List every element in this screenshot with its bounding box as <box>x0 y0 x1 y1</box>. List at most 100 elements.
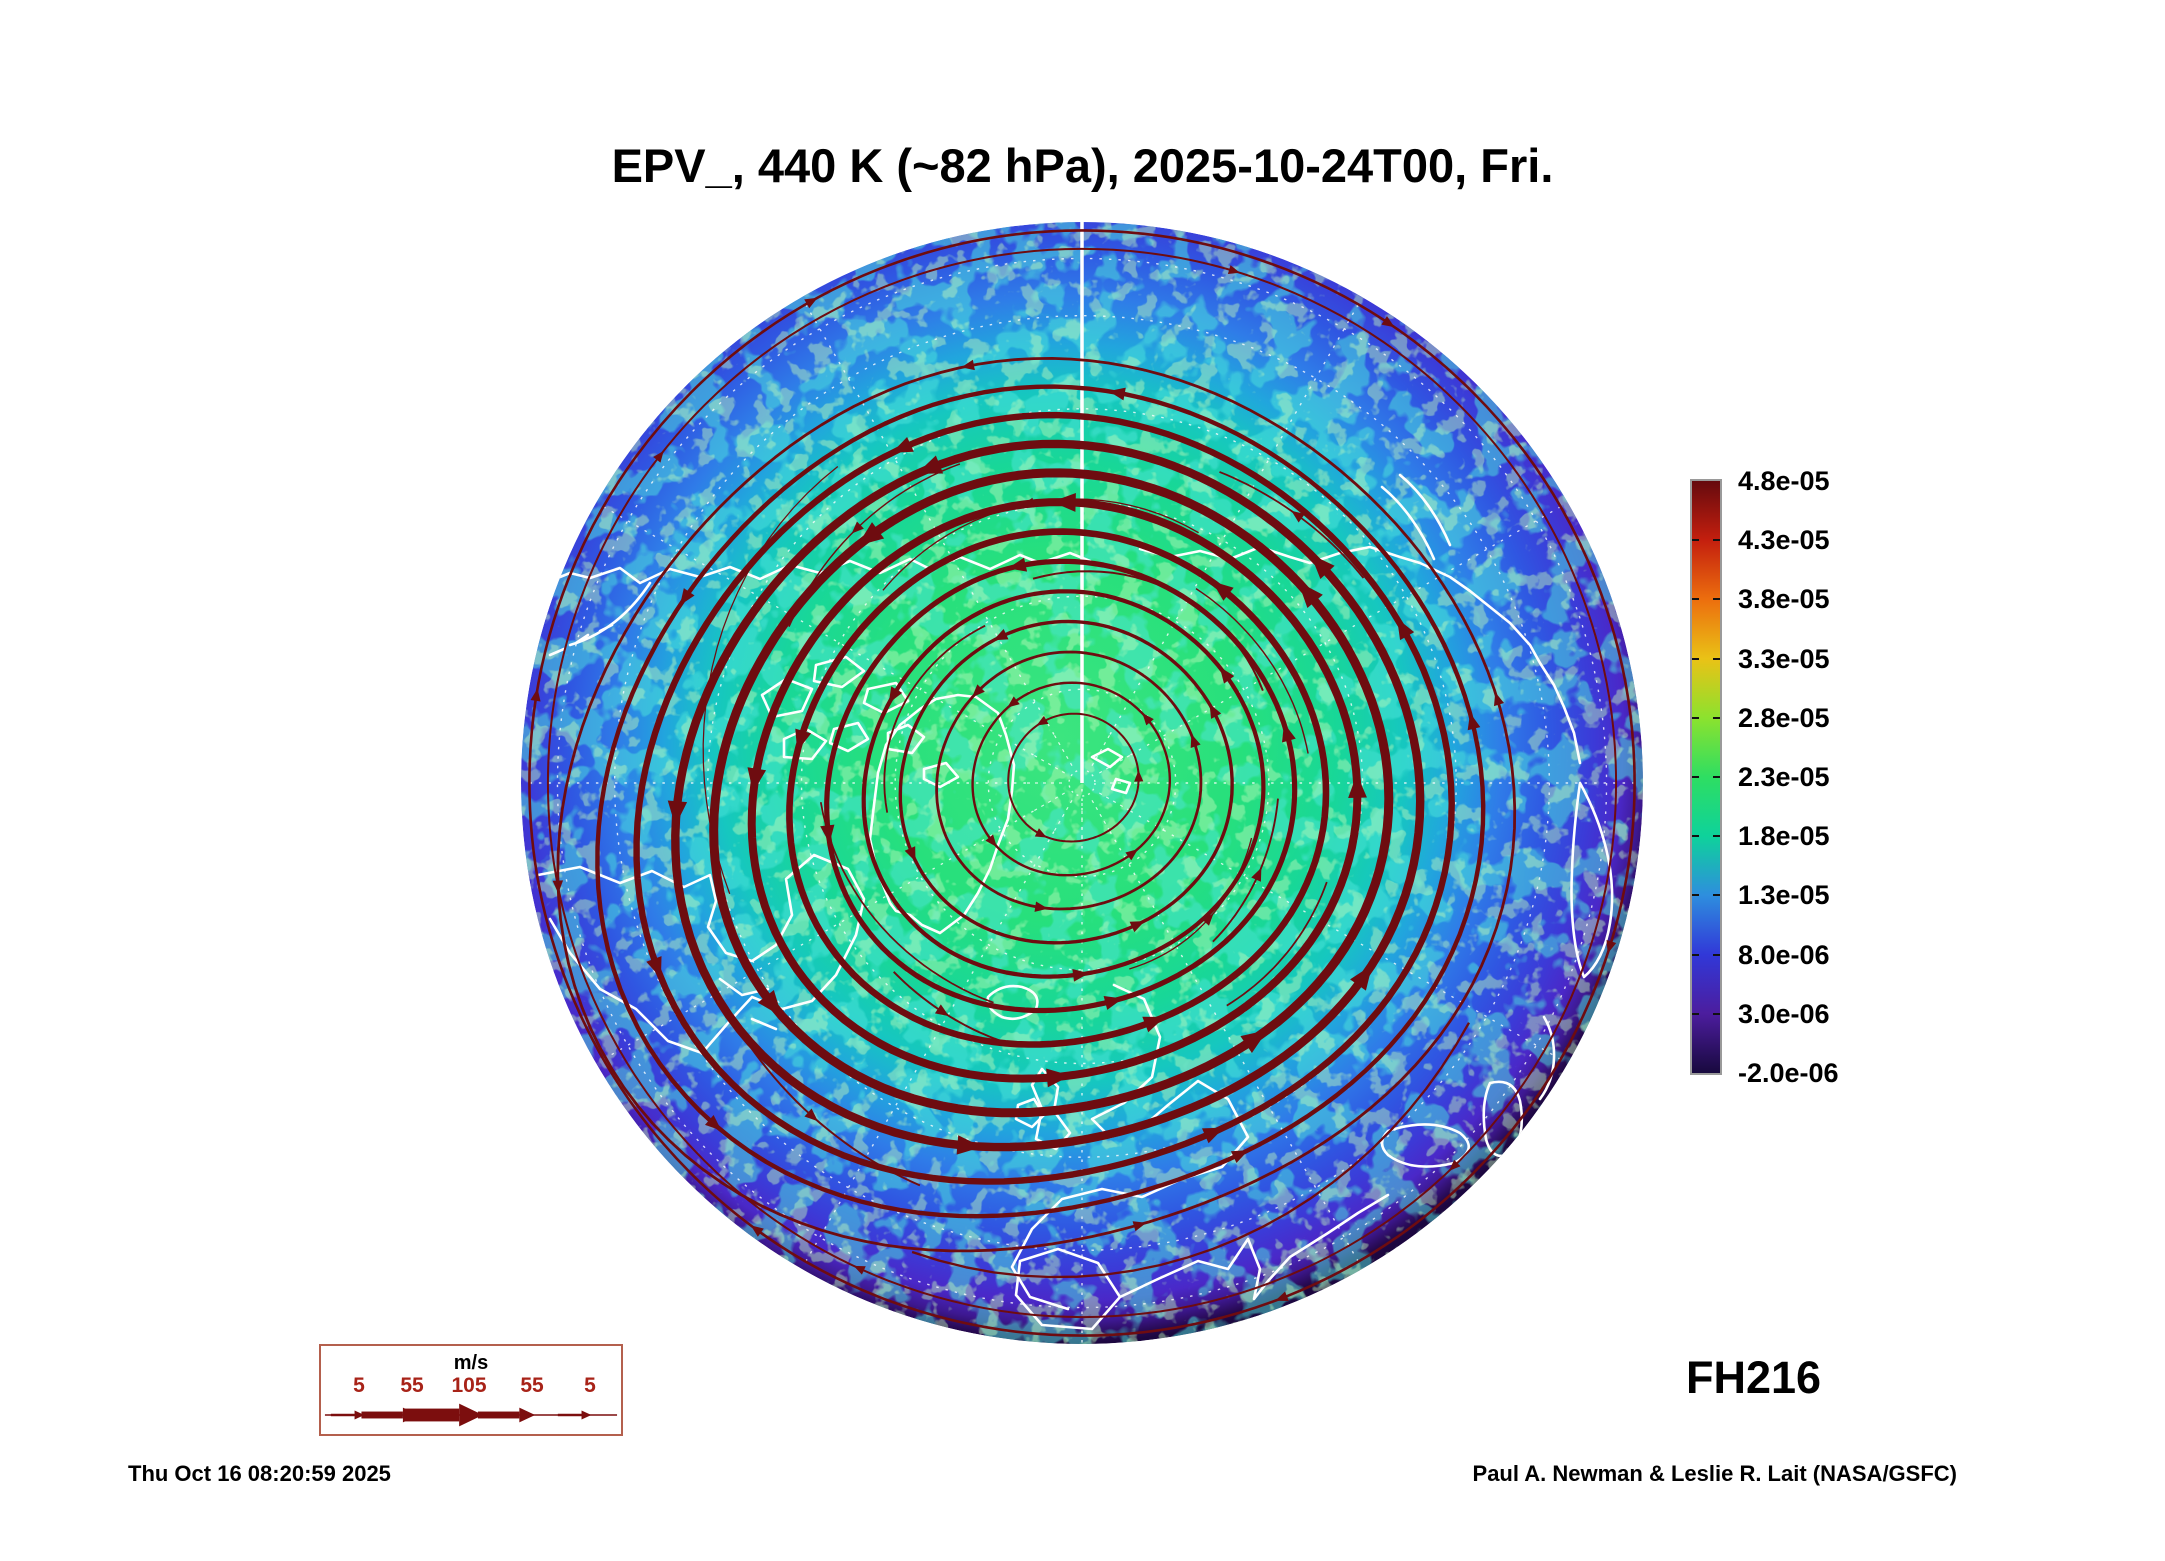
colorbar-tick-mark <box>1713 1012 1720 1015</box>
flow-arrow-icon <box>1227 265 1240 275</box>
colorbar-tick-mark <box>1713 657 1720 660</box>
colorbar-tick-mark <box>1692 776 1699 778</box>
flow-arrow-icon <box>1046 1068 1071 1088</box>
wind-legend-speed-label: 55 <box>520 1374 544 1397</box>
flow-arrow-icon <box>757 989 782 1017</box>
flow-arrow-icon <box>1209 703 1222 719</box>
flow-arrow-icon <box>1467 712 1481 731</box>
flow-arrow-icon <box>679 588 695 606</box>
flow-arrow-icon <box>1281 723 1296 743</box>
flow-arrow-icon <box>1275 1291 1289 1301</box>
colorbar-tick-mark <box>1713 953 1720 956</box>
flow-arrow-icon <box>1202 1127 1224 1144</box>
flow-arrow-icon <box>795 728 812 751</box>
colorbar-tick-mark <box>1713 776 1720 778</box>
flow-arrow-icon <box>1008 557 1028 572</box>
flow-arrow-icon <box>1103 996 1123 1010</box>
colorbar-tick-mark <box>1692 835 1699 838</box>
flow-arrow-icon <box>1051 493 1076 512</box>
flow-arrow-icon <box>857 522 885 546</box>
colorbar-tick-mark <box>1692 953 1699 956</box>
wind-legend-speed-label: 55 <box>400 1374 424 1397</box>
flow-arrow-icon <box>985 834 997 847</box>
colorbar-tick-mark <box>1713 894 1720 897</box>
colorbar-tick-mark <box>1713 835 1720 838</box>
flow-arrow-icon <box>1251 867 1262 882</box>
colorbar-tick-mark <box>1692 657 1699 660</box>
flow-arrow-icon <box>1201 913 1214 926</box>
flow-arrow-icon <box>804 297 818 309</box>
flow-arrow-icon <box>934 1004 949 1017</box>
flow-arrow-icon <box>916 455 944 474</box>
flow-arrow-icon <box>1219 667 1235 684</box>
flow-arrow-icon <box>1034 901 1049 912</box>
colorbar-tick-label: 1.8e-05 <box>1738 821 1830 852</box>
plot-title: EPV_, 440 K (~82 hPa), 2025-10-24T00, Fr… <box>611 139 1554 192</box>
flow-arrow-icon <box>820 824 835 844</box>
flow-arrow-icon <box>1021 497 1035 508</box>
flow-arrow-icon <box>1034 828 1047 838</box>
colorbar-tick-label: 3.3e-05 <box>1738 643 1830 674</box>
flow-arrow-icon <box>1108 387 1126 401</box>
flow-arrow-icon <box>1449 1159 1461 1171</box>
flow-arrow-icon <box>1397 618 1415 641</box>
flow-arrow-icon <box>956 1135 982 1155</box>
flow-arrow-icon <box>972 684 985 698</box>
flow-arrow-icon <box>1134 770 1144 782</box>
flow-arrow-icon <box>888 686 903 704</box>
colorbar-tick-mark <box>1713 598 1720 601</box>
wind-legend-units-label: m/s <box>453 1352 489 1374</box>
flow-arrow-icon <box>1381 316 1395 328</box>
forecast-hour-label: FH216 <box>1686 1352 1822 1403</box>
colorbar-tick-mark <box>1692 1012 1699 1015</box>
flow-arrow-icon <box>653 450 664 463</box>
flow-arrow-icon <box>993 629 1009 641</box>
colorbar-tick-mark <box>1692 716 1699 719</box>
colorbar: 4.8e-05 4.3e-05 3.8e-05 3.3e-05 2.8e-05 2.3e-… <box>1690 466 1839 1088</box>
flow-arrow-icon <box>1132 1221 1147 1232</box>
flow-arrow-icon <box>961 359 975 371</box>
flow-arrow-icon <box>853 1265 866 1275</box>
flow-arrow-icon <box>1230 1150 1249 1164</box>
flow-arrow-icon <box>1298 581 1323 609</box>
flow-arrow-icon <box>1129 921 1145 933</box>
flow-arrow-icon <box>1350 964 1373 991</box>
colorbar-tick-mark <box>1692 539 1699 542</box>
colorbar-tick-label: 2.8e-05 <box>1738 702 1830 733</box>
flow-arrow-icon <box>904 846 916 862</box>
colorbar-tick-label: 3.8e-05 <box>1738 584 1830 615</box>
flow-arrow-icon <box>530 688 541 702</box>
colorbar-tick-label: 8.0e-06 <box>1738 939 1830 970</box>
flow-arrow-icon <box>1142 1016 1165 1033</box>
flow-arrow-icon <box>1072 969 1089 982</box>
wind-streamlines <box>528 229 1636 1337</box>
colorbar-labels: 4.8e-05 4.3e-05 3.8e-05 3.3e-05 2.8e-05 2.3e-… <box>1738 466 1938 1088</box>
flow-arrow-icon <box>750 1225 764 1237</box>
flow-arrow-icon <box>891 436 914 453</box>
flow-arrow-icon <box>1291 510 1305 523</box>
flow-arrow-icon <box>667 800 688 826</box>
polar-stereographic-map <box>521 222 1643 1344</box>
colorbar-tick-label: 4.3e-05 <box>1738 525 1830 556</box>
colorbar-tick-label: 4.8e-05 <box>1738 466 1830 496</box>
wind-legend-speed-label: 5 <box>353 1374 365 1397</box>
flow-arrow-icon <box>1310 554 1335 580</box>
flow-arrow-icon <box>646 956 662 979</box>
colorbar-tick-label: 1.3e-05 <box>1738 880 1830 911</box>
flow-arrow-icon <box>1212 581 1234 601</box>
creation-timestamp: Thu Oct 16 08:20:59 2025 <box>128 1461 391 1486</box>
wind-legend-speed-label: 5 <box>584 1374 596 1397</box>
credit-attribution: Paul A. Newman & Leslie R. Lait (NASA/GS… <box>1472 1461 1957 1486</box>
wind-arrow-icon <box>354 1410 365 1420</box>
colorbar-tick-label: 2.3e-05 <box>1738 762 1830 792</box>
wind-legend-speed-label: 105 <box>451 1374 487 1397</box>
colorbar-tick-mark <box>1692 598 1699 601</box>
colorbar-tick-mark <box>1692 894 1699 897</box>
wind-arrow-icon <box>519 1407 536 1423</box>
flow-arrow-icon <box>1606 940 1617 954</box>
colorbar-tick-mark <box>1713 716 1720 719</box>
colorbar-tick-label: -2.0e-06 <box>1738 1058 1839 1088</box>
flow-arrow-icon <box>1240 1030 1268 1054</box>
wind-speed-legend: m/s 5 55 105 55 5 <box>319 1344 623 1436</box>
colorbar-gradient <box>1690 479 1722 1075</box>
